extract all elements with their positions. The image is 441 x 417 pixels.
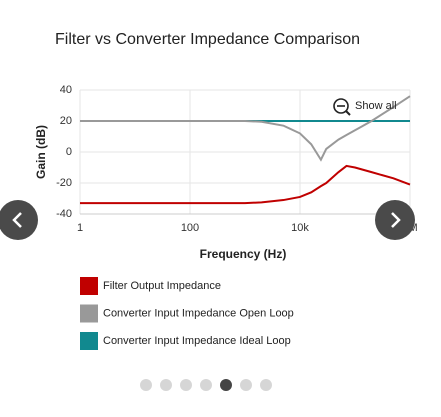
x-tick-label: 100 [181,222,199,234]
next-button-bg [375,200,415,240]
legend-swatch [80,332,98,350]
legend-label: Converter Input Impedance Ideal Loop [103,335,291,347]
legend-swatch [80,277,98,295]
y-tick-label: 20 [60,115,72,127]
dot[interactable] [200,379,212,391]
zoom-icon [333,98,349,114]
prev-arrow [12,212,22,228]
dot[interactable] [160,379,172,391]
dot[interactable] [180,379,192,391]
y-tick-label: 0 [66,146,72,158]
plot-area: -40-2002040110010k1M [56,84,418,234]
legend-label: Converter Input Impedance Open Loop [103,307,294,319]
dot[interactable] [240,379,252,391]
dot[interactable] [260,379,272,391]
reset-zoom-label: Show all [355,100,397,112]
next-button[interactable] [375,200,415,240]
next-arrow [391,212,401,228]
zoom-icon-handle [345,110,351,116]
legend-label: Filter Output Impedance [103,280,221,292]
series-line [80,95,411,162]
y-tick-label: 40 [60,84,72,96]
series-line [80,164,411,205]
x-tick-label: 10k [291,222,309,234]
y-tick-label: -20 [56,177,72,189]
x-tick-label: 1 [77,222,83,234]
reset-zoom[interactable]: Show all [333,98,397,116]
prev-button[interactable] [0,200,38,240]
y-tick-label: -40 [56,208,72,220]
y-axis-label: Gain (dB) [34,125,48,179]
x-axis-label: Frequency (Hz) [200,247,287,261]
legend: Filter Output Impedance Converter Input I… [80,277,294,350]
legend-swatch [80,304,98,323]
carousel-dots [140,379,272,391]
dot[interactable] [140,379,152,391]
chart-title: Filter vs Converter Impedance Comparison [55,31,360,48]
prev-button-bg [0,200,38,240]
dot-active[interactable] [220,379,232,391]
